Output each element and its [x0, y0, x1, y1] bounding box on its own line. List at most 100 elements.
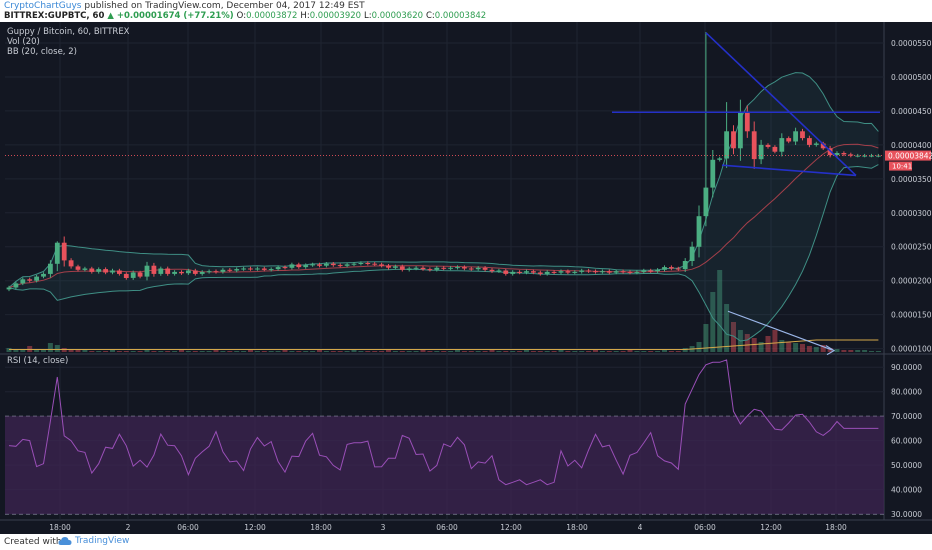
axes: 0.00005500 0.00005000 0.00004500 0.00004000… [49, 39, 932, 532]
candle-body [834, 153, 840, 155]
volume-bar [358, 351, 364, 352]
candle-body [441, 267, 447, 269]
candle-body [634, 271, 640, 273]
candle-body [717, 158, 723, 160]
volume-bar [248, 349, 253, 352]
author-link[interactable]: CryptoChartGuys [4, 1, 82, 11]
volume-bar [731, 322, 736, 352]
candle-body [192, 270, 198, 274]
volume-bar [420, 349, 426, 352]
volume-bar [213, 349, 219, 352]
candle-body [213, 271, 219, 273]
low-label: L: [364, 11, 372, 21]
volume-bar [123, 351, 129, 352]
volume-bar [68, 349, 74, 352]
volume-bar [675, 351, 681, 352]
candle-body [220, 269, 226, 272]
candle-body [406, 268, 412, 270]
candle-body [130, 272, 136, 278]
volume-bar [744, 334, 750, 352]
volume-bar [662, 349, 667, 352]
down-arrow-line [727, 310, 833, 351]
candle-body [710, 159, 716, 188]
volume-bar [544, 351, 550, 352]
volume-bar [841, 350, 847, 352]
price-tick-label: 0.00001000 [891, 345, 932, 354]
countdown-label: 10:41 [892, 163, 912, 171]
volume-bar [289, 351, 295, 352]
candle-body [558, 271, 564, 273]
volume-bar [20, 350, 26, 352]
volume-bar [75, 350, 81, 352]
candle-body [413, 267, 419, 269]
candle-body [289, 264, 295, 268]
volume-bar [613, 351, 619, 352]
candle-body [75, 266, 81, 270]
volume-bar [517, 351, 523, 352]
chart-svg[interactable]: 0.00005500 0.00005000 0.00004500 0.00004000… [0, 22, 932, 534]
candle-body [123, 273, 129, 278]
volume-bar [572, 351, 578, 352]
time-tick-label: 3 [381, 523, 386, 532]
volume-bar [96, 351, 102, 352]
volume-bar [579, 351, 585, 352]
volume-bar [696, 342, 702, 352]
time-tick-label: 18:00 [310, 523, 332, 532]
legend-bb: BB (20, close, 2) [7, 47, 77, 57]
triangle-upper-line [705, 32, 857, 176]
volume-bar [627, 349, 633, 352]
volume-bar [406, 351, 412, 352]
candle-body [510, 271, 516, 274]
tradingview-logo[interactable]: TradingView [58, 536, 129, 546]
candle-body [765, 144, 771, 147]
candle-body [372, 263, 378, 265]
volume-bar [317, 349, 322, 352]
candle-body [468, 268, 474, 270]
time-tick-label: 12:00 [500, 523, 522, 532]
candle-body [448, 267, 453, 269]
candle-body [606, 271, 612, 273]
candle-body [524, 271, 529, 273]
volume-bar [144, 349, 150, 352]
volume-bar [855, 350, 861, 352]
candle-body [420, 267, 426, 270]
candle-body [117, 270, 122, 274]
rsi-band [5, 416, 884, 515]
volume-bar [834, 349, 840, 352]
open-label: O: [236, 11, 247, 21]
candle-body [234, 269, 240, 271]
candle-body [876, 155, 881, 157]
chart-area[interactable]: 0.00005500 0.00005000 0.00004500 0.00004000… [0, 22, 932, 534]
candle-body [662, 267, 667, 270]
volume-bar [551, 351, 557, 352]
volume-bar [158, 351, 164, 352]
volume-bar [365, 351, 371, 352]
rsi-tick-label: 60.0000 [891, 437, 922, 446]
volume-bar [461, 351, 467, 352]
candle-body [82, 268, 88, 270]
rsi-indicator [8, 359, 879, 486]
time-tick-label: 06:00 [177, 523, 199, 532]
volume-bar [827, 348, 833, 352]
candle-body [227, 269, 233, 271]
volume-bar [151, 351, 157, 352]
candle-body [427, 269, 433, 271]
volume-bar [179, 349, 184, 352]
symbol-header: BITTREX:GUPBTC, 60 ▲ +0.00001674 (+77.21… [4, 11, 486, 21]
candle-body [103, 269, 108, 273]
candle-body [669, 267, 674, 269]
volume-bar [606, 351, 612, 352]
candle-body [241, 268, 246, 270]
candle-body [800, 131, 805, 139]
volume-bar [475, 351, 481, 352]
candle-body [869, 155, 874, 157]
volume-bar [275, 351, 281, 352]
volume-bar [524, 349, 529, 352]
candle-body [206, 271, 212, 273]
candle-body [531, 271, 536, 273]
volume-bar [530, 351, 536, 352]
volume-bar [351, 349, 357, 352]
volume-bar [779, 340, 785, 352]
publish-header: CryptoChartGuys published on TradingView… [4, 1, 365, 11]
candle-body [586, 270, 591, 272]
